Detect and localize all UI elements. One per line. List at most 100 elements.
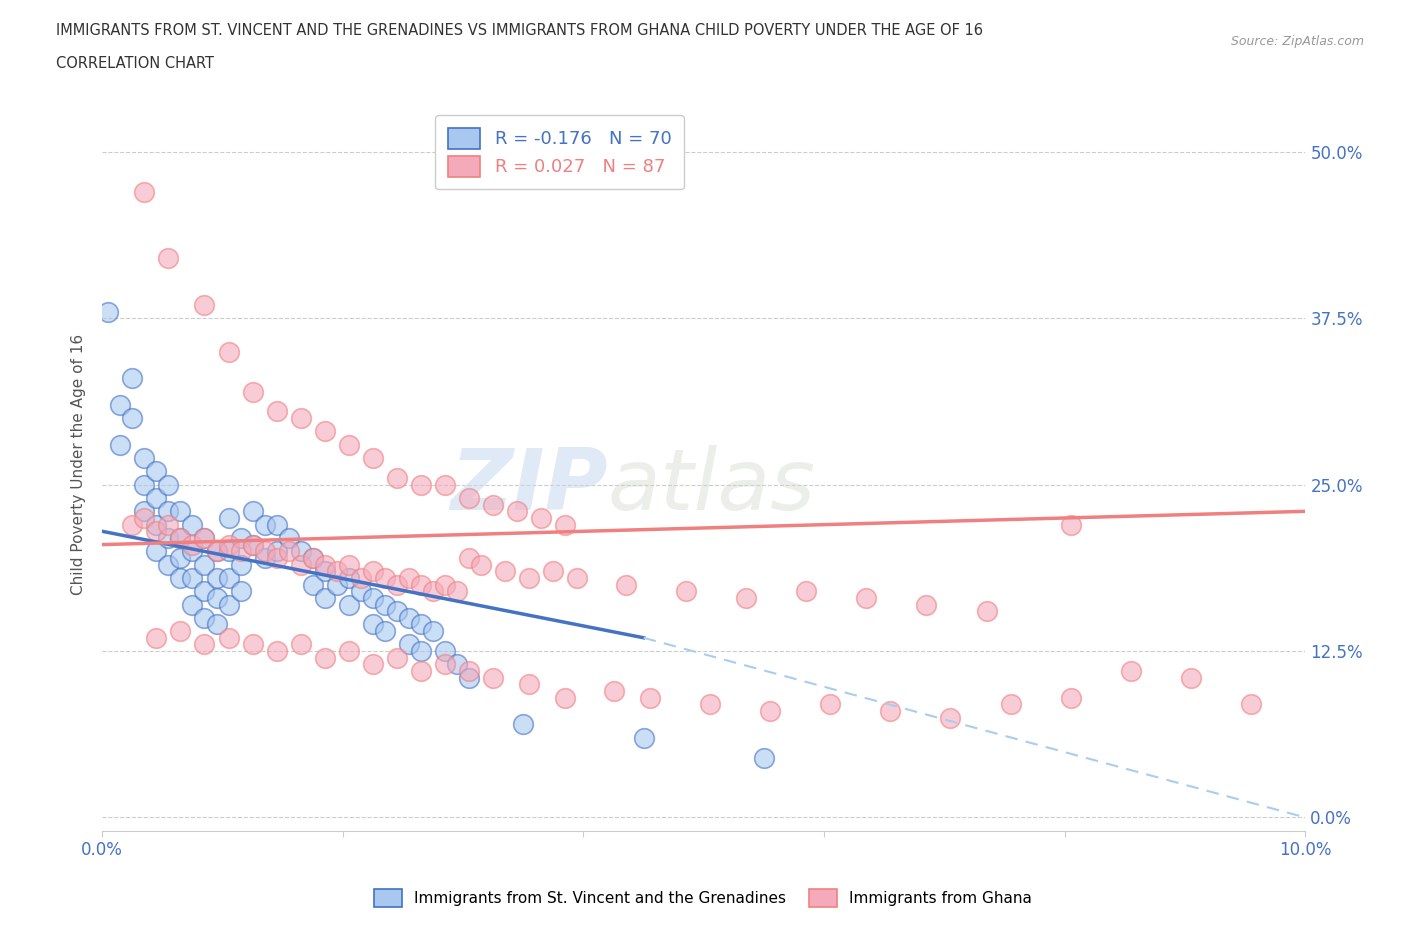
Point	[205, 617, 228, 631]
Point	[374, 624, 396, 639]
Point	[337, 597, 360, 612]
Point	[554, 690, 576, 705]
Point	[434, 644, 457, 658]
Text: IMMIGRANTS FROM ST. VINCENT AND THE GRENADINES VS IMMIGRANTS FROM GHANA CHILD PO: IMMIGRANTS FROM ST. VINCENT AND THE GREN…	[56, 23, 983, 38]
Point	[242, 637, 264, 652]
Point	[169, 624, 191, 639]
Point	[193, 584, 215, 599]
Point	[385, 604, 408, 618]
Legend: Immigrants from St. Vincent and the Grenadines, Immigrants from Ghana: Immigrants from St. Vincent and the Gren…	[368, 884, 1038, 913]
Point	[512, 717, 534, 732]
Point	[145, 524, 167, 538]
Point	[229, 557, 252, 572]
Point	[337, 644, 360, 658]
Point	[976, 604, 998, 618]
Point	[110, 437, 132, 452]
Point	[794, 584, 817, 599]
Point	[1060, 517, 1083, 532]
Point	[218, 344, 240, 359]
Text: atlas: atlas	[607, 445, 815, 528]
Point	[169, 530, 191, 545]
Point	[446, 584, 468, 599]
Point	[145, 631, 167, 645]
Point	[218, 631, 240, 645]
Point	[134, 184, 156, 199]
Point	[1119, 664, 1142, 679]
Point	[350, 570, 373, 585]
Point	[218, 597, 240, 612]
Point	[193, 530, 215, 545]
Point	[301, 551, 323, 565]
Point	[193, 298, 215, 312]
Point	[218, 570, 240, 585]
Point	[614, 578, 637, 592]
Point	[939, 711, 962, 725]
Point	[699, 697, 721, 711]
Point	[157, 504, 180, 519]
Point	[229, 584, 252, 599]
Point	[290, 637, 312, 652]
Point	[169, 551, 191, 565]
Point	[1240, 697, 1263, 711]
Point	[517, 570, 540, 585]
Text: Source: ZipAtlas.com: Source: ZipAtlas.com	[1230, 35, 1364, 48]
Point	[242, 504, 264, 519]
Point	[205, 544, 228, 559]
Point	[567, 570, 589, 585]
Point	[253, 544, 276, 559]
Point	[301, 551, 323, 565]
Point	[242, 538, 264, 552]
Point	[218, 538, 240, 552]
Point	[633, 730, 655, 745]
Point	[458, 671, 481, 685]
Point	[145, 464, 167, 479]
Point	[530, 511, 553, 525]
Point	[326, 578, 349, 592]
Point	[266, 404, 288, 418]
Point	[458, 491, 481, 506]
Point	[409, 644, 432, 658]
Point	[218, 511, 240, 525]
Point	[157, 477, 180, 492]
Point	[517, 677, 540, 692]
Point	[446, 657, 468, 671]
Point	[157, 557, 180, 572]
Point	[337, 570, 360, 585]
Point	[193, 530, 215, 545]
Point	[470, 557, 492, 572]
Point	[482, 498, 505, 512]
Point	[409, 578, 432, 592]
Point	[350, 584, 373, 599]
Point	[818, 697, 841, 711]
Point	[434, 657, 457, 671]
Point	[205, 544, 228, 559]
Text: ZIP: ZIP	[450, 445, 607, 528]
Point	[385, 578, 408, 592]
Point	[361, 657, 384, 671]
Point	[855, 591, 877, 605]
Point	[193, 610, 215, 625]
Point	[314, 650, 336, 665]
Point	[134, 477, 156, 492]
Point	[422, 584, 444, 599]
Point	[277, 530, 299, 545]
Point	[157, 517, 180, 532]
Point	[543, 564, 565, 578]
Point	[458, 551, 481, 565]
Point	[434, 578, 457, 592]
Y-axis label: Child Poverty Under the Age of 16: Child Poverty Under the Age of 16	[72, 334, 86, 595]
Point	[915, 597, 938, 612]
Point	[145, 517, 167, 532]
Point	[121, 517, 143, 532]
Point	[409, 477, 432, 492]
Point	[458, 664, 481, 679]
Point	[242, 384, 264, 399]
Point	[675, 584, 697, 599]
Point	[181, 570, 204, 585]
Point	[1000, 697, 1022, 711]
Point	[253, 517, 276, 532]
Point	[157, 530, 180, 545]
Point	[735, 591, 758, 605]
Point	[229, 530, 252, 545]
Point	[205, 570, 228, 585]
